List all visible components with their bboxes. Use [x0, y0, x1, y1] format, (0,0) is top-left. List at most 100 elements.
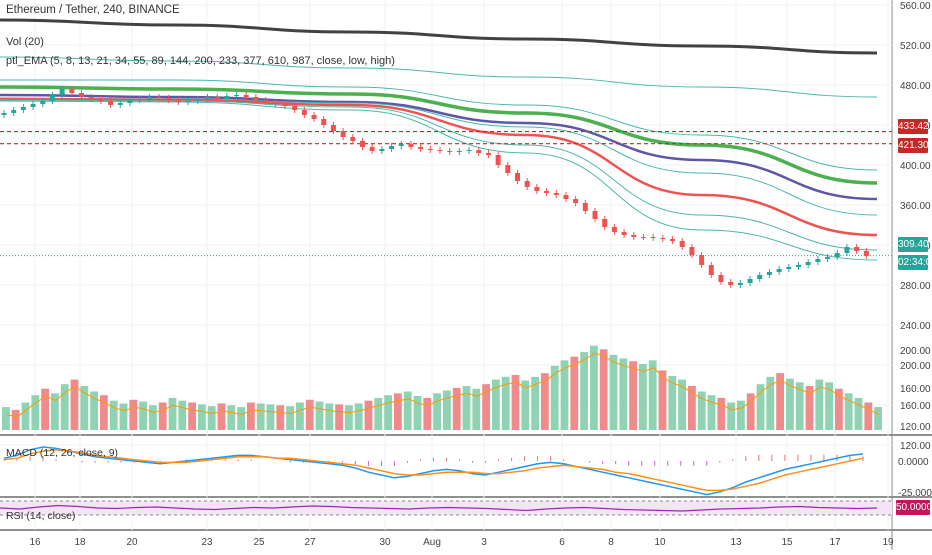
- candle-body: [854, 247, 860, 251]
- volume-bar: [521, 380, 530, 430]
- candle-body: [447, 151, 453, 152]
- last-price-tag: 309.40: [898, 237, 929, 252]
- volume-ma-line: [6, 352, 880, 418]
- time-tick-label: 6: [559, 537, 565, 548]
- candle-body: [166, 98, 172, 100]
- volume-bar: [335, 404, 343, 430]
- volume-bar: [501, 376, 510, 430]
- resistance-tag-1: 433.42: [898, 119, 929, 134]
- volume-bar: [188, 402, 196, 430]
- macd-tick-label: 0.0000: [898, 457, 929, 468]
- candle-body: [757, 275, 763, 279]
- candle-body: [272, 102, 278, 104]
- volume-bar: [51, 393, 59, 430]
- ema-line-ema-34: [0, 100, 878, 261]
- candle-body: [728, 282, 734, 285]
- candle-body: [49, 95, 55, 101]
- volume-bar: [90, 391, 98, 430]
- volume-bar: [844, 393, 853, 430]
- time-tick-label: 30: [379, 537, 391, 548]
- volume-bar: [707, 395, 716, 430]
- candle-body: [524, 181, 530, 187]
- candle-body: [321, 119, 327, 125]
- time-tick-label: 13: [730, 537, 742, 548]
- candle-body: [418, 147, 424, 149]
- signal-line: [3, 449, 864, 492]
- volume-legend[interactable]: Vol (20): [6, 36, 44, 48]
- price-tick-label: 280.00: [900, 281, 931, 292]
- candle-body: [40, 101, 46, 104]
- time-tick-label: 17: [829, 537, 841, 548]
- time-tick-label: 27: [304, 537, 316, 548]
- volume-bar: [570, 356, 579, 430]
- candle-body: [185, 101, 191, 102]
- volume-bar: [237, 407, 245, 430]
- volume-bar: [207, 406, 216, 430]
- candle-body: [350, 137, 356, 141]
- macd-legend[interactable]: MACD (12, 26, close, 9): [6, 447, 119, 459]
- candle-body: [408, 144, 414, 147]
- volume-bar: [364, 400, 373, 430]
- candle-body: [79, 93, 85, 97]
- volume-bar: [31, 395, 40, 430]
- candle-body: [582, 203, 588, 211]
- candle-body: [795, 265, 801, 267]
- volume-bar: [198, 404, 206, 430]
- candle-body: [825, 257, 831, 259]
- volume-bar: [766, 376, 775, 430]
- countdown-tag: 02:34:08: [898, 255, 932, 270]
- rsi-value-tag: 50.0000: [896, 500, 932, 515]
- volume-bar: [854, 397, 863, 430]
- time-tick-label: 20: [126, 537, 138, 548]
- volume-bar: [217, 403, 226, 430]
- price-tick-label: 560.00: [900, 1, 931, 12]
- volume-bar: [2, 407, 10, 430]
- candle-body: [20, 107, 26, 110]
- ema-line-ema-233: [0, 85, 878, 185]
- volume-bar: [266, 404, 275, 430]
- volume-bar: [129, 399, 138, 430]
- volume-bar: [678, 379, 686, 430]
- candle-body: [534, 187, 540, 191]
- macd-pane: [3, 446, 864, 496]
- candle-body: [398, 144, 404, 146]
- candle-body: [679, 241, 685, 247]
- candle-body: [156, 97, 162, 98]
- candle-body: [573, 199, 579, 203]
- volume-bar: [149, 405, 157, 430]
- symbol-title[interactable]: Ethereum / Tether, 240, BINANCE: [6, 4, 180, 16]
- candle-body: [234, 95, 240, 96]
- candle-body: [544, 191, 550, 193]
- candle-body: [621, 232, 627, 235]
- price-tick-label: 160.00: [900, 401, 931, 412]
- candle-body: [563, 195, 569, 199]
- candle-body: [708, 265, 714, 275]
- volume-bar: [815, 379, 824, 430]
- ema-legend[interactable]: ptl_EMA (5, 8, 13, 21, 34, 55, 89, 144, …: [6, 55, 395, 67]
- volume-bars: [2, 345, 882, 430]
- candle-body: [844, 247, 850, 253]
- candle-body: [263, 100, 269, 102]
- time-tick-label: 15: [781, 537, 793, 548]
- candle-body: [437, 150, 443, 151]
- volume-bar: [100, 395, 108, 430]
- candle-body: [456, 151, 462, 152]
- volume-bar: [384, 395, 392, 430]
- volume-bar: [462, 386, 471, 430]
- candle-body: [69, 89, 75, 93]
- volume-bar: [864, 402, 873, 430]
- candle-body: [476, 150, 482, 153]
- volume-bar: [541, 373, 549, 430]
- candle-body: [204, 97, 210, 99]
- candle-body: [863, 251, 869, 256]
- time-tick-label: 16: [29, 537, 41, 548]
- candle-body: [301, 110, 307, 115]
- volume-bar: [286, 406, 294, 430]
- rsi-legend[interactable]: RSI (14, close): [6, 510, 76, 522]
- candle-body: [292, 106, 298, 110]
- candle-body: [805, 262, 811, 265]
- candle-body: [689, 247, 695, 255]
